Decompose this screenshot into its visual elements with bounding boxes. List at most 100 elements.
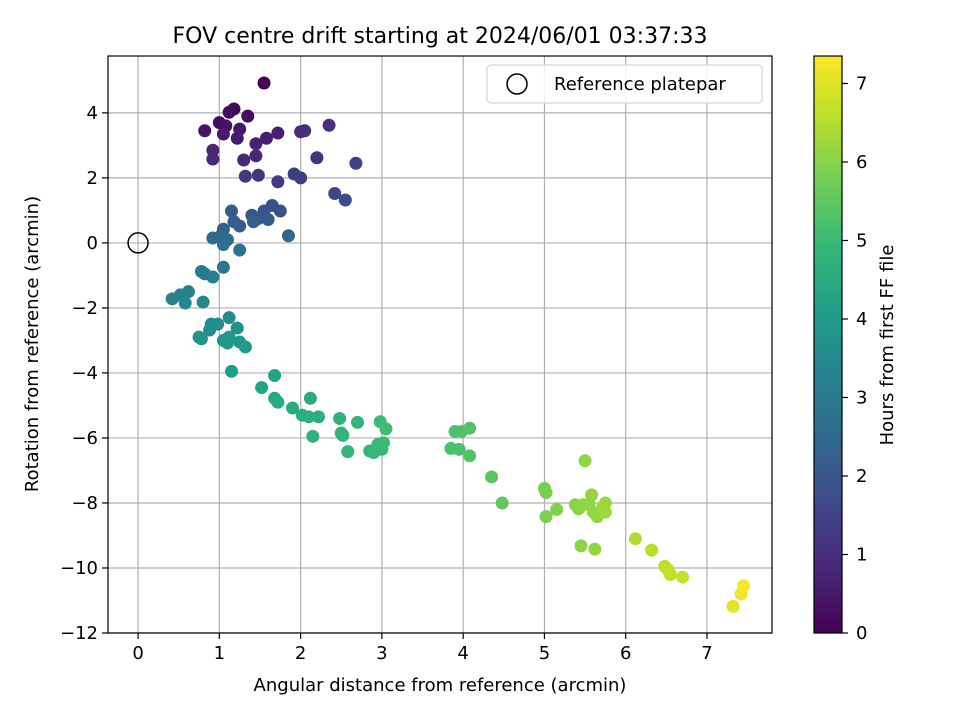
data-point <box>452 442 466 456</box>
data-point <box>311 410 325 424</box>
y-tick-label: −4 <box>71 363 98 384</box>
y-axis-ticks: −12 −10 −8 −6 −4 −2 0 2 4 <box>60 103 108 644</box>
plot-background <box>108 56 772 633</box>
colorbar-tick-label: 5 <box>856 230 867 251</box>
data-point <box>726 599 740 613</box>
chart-title: FOV centre drift starting at 2024/06/01 … <box>173 24 708 49</box>
x-tick-label: 0 <box>132 643 143 664</box>
data-point <box>539 486 553 500</box>
data-point <box>216 238 230 252</box>
data-point <box>198 124 212 138</box>
data-point <box>255 381 269 395</box>
data-point <box>165 292 179 306</box>
y-tick-label: −2 <box>71 298 98 319</box>
colorbar-tick-label: 3 <box>856 387 867 408</box>
data-point <box>281 229 295 243</box>
data-point <box>238 169 252 183</box>
legend-label: Reference platepar <box>554 74 726 95</box>
data-point <box>322 118 336 132</box>
colorbar-ticks: 0 1 2 3 4 5 6 7 <box>842 73 867 644</box>
data-point <box>178 296 192 310</box>
data-point <box>377 436 391 450</box>
data-point <box>550 502 564 516</box>
data-point <box>463 421 477 435</box>
scatter-points <box>165 76 751 613</box>
data-point <box>233 243 247 257</box>
data-point <box>203 323 217 337</box>
data-point <box>294 171 308 185</box>
y-tick-label: 0 <box>87 233 98 254</box>
data-point <box>251 168 265 182</box>
reference-marker-layer <box>127 232 149 254</box>
data-point <box>249 149 263 163</box>
data-point <box>333 411 347 425</box>
data-point <box>588 542 602 556</box>
data-point <box>206 152 220 166</box>
data-point <box>222 311 236 325</box>
data-point <box>249 137 263 151</box>
data-point <box>216 260 230 274</box>
data-point <box>194 332 208 346</box>
data-point <box>737 579 751 593</box>
data-point <box>261 213 275 227</box>
data-point <box>485 470 499 484</box>
y-axis-label: Rotation from reference (arcmin) <box>22 196 43 492</box>
plot-area: 0 1 2 3 4 5 6 7 −12 −10 −8 −6 −4 −2 0 2 4 <box>60 55 773 664</box>
data-point <box>338 193 352 207</box>
data-point <box>233 219 247 233</box>
y-tick-label: −8 <box>71 493 98 514</box>
data-point <box>663 567 677 581</box>
data-point <box>271 395 285 409</box>
data-point <box>598 505 612 519</box>
colorbar-tick-label: 4 <box>856 309 867 330</box>
data-point <box>539 510 553 524</box>
data-point <box>628 532 642 546</box>
colorbar-tick-label: 0 <box>856 623 867 644</box>
x-tick-label: 6 <box>620 643 631 664</box>
data-point <box>257 76 271 90</box>
data-point <box>268 369 282 383</box>
data-point <box>585 488 599 502</box>
data-point <box>341 445 355 459</box>
data-point <box>306 429 320 443</box>
data-point <box>336 428 350 442</box>
colorbar-label: Hours from first FF file <box>877 245 898 446</box>
data-point <box>328 187 342 201</box>
data-point <box>241 109 255 123</box>
data-point <box>220 336 234 350</box>
colorbar-tick-label: 6 <box>856 152 867 173</box>
data-point <box>273 204 287 218</box>
colorbar-tick-label: 1 <box>856 544 867 565</box>
grid-lines <box>108 56 772 634</box>
y-tick-label: 2 <box>87 168 98 189</box>
data-point <box>230 321 244 335</box>
data-point <box>379 422 393 436</box>
colorbar-frame <box>813 55 843 634</box>
data-point <box>285 401 299 415</box>
data-point <box>298 124 312 138</box>
data-point <box>196 295 210 309</box>
data-point <box>230 131 244 145</box>
x-tick-label: 1 <box>214 643 225 664</box>
data-point <box>246 215 260 229</box>
x-axis-ticks: 0 1 2 3 4 5 6 7 <box>132 633 713 664</box>
data-point <box>216 127 230 141</box>
data-point <box>303 391 317 405</box>
data-point <box>222 105 236 119</box>
legend-marker-icon <box>506 73 528 95</box>
x-tick-label: 2 <box>295 643 306 664</box>
colorbar-tick-label: 2 <box>856 466 867 487</box>
data-point <box>271 126 285 140</box>
x-tick-label: 7 <box>701 643 712 664</box>
plot-frame <box>107 55 773 634</box>
data-point <box>578 454 592 468</box>
legend-box <box>486 64 763 104</box>
x-tick-label: 4 <box>457 643 468 664</box>
data-point <box>495 496 509 510</box>
y-tick-label: −6 <box>71 428 98 449</box>
data-point <box>574 539 588 553</box>
data-point <box>271 175 285 189</box>
data-point <box>237 153 251 167</box>
data-point <box>676 570 690 584</box>
